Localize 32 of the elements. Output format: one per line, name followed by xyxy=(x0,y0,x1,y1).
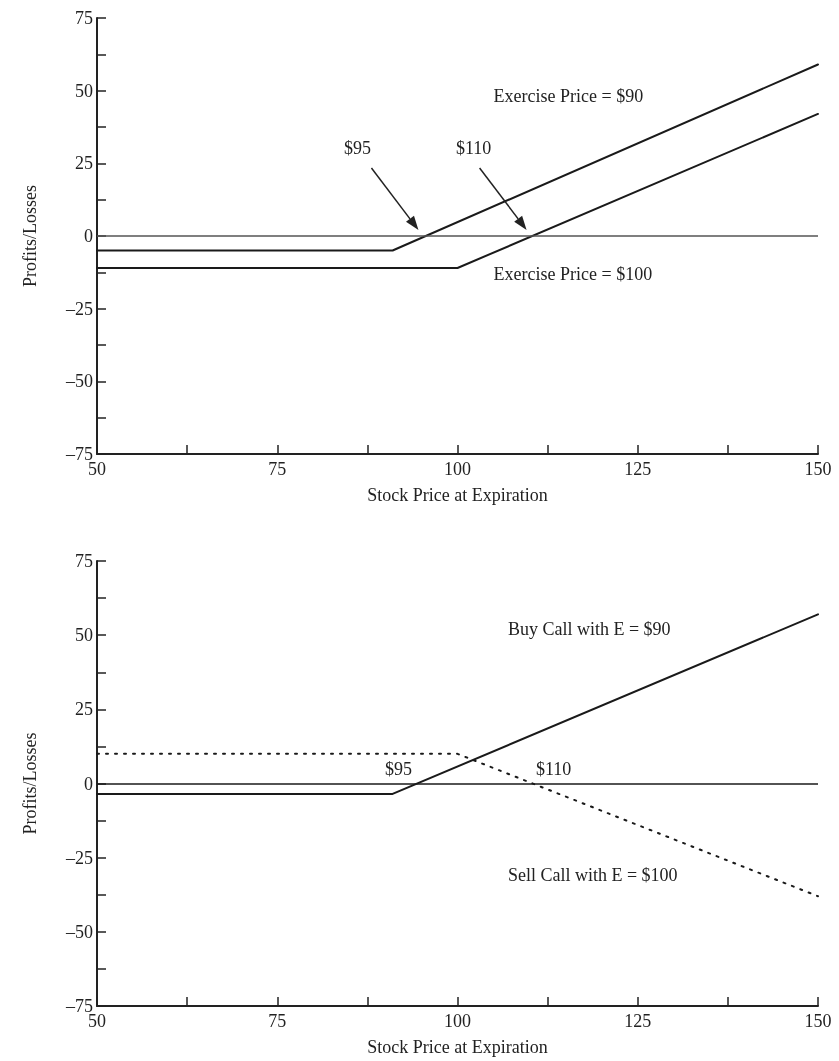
annotation: $95 xyxy=(384,758,412,779)
series-label: Exercise Price = $90 xyxy=(493,86,644,107)
x-axis-title: Stock Price at Expiration xyxy=(367,1037,548,1057)
series-label: Exercise Price = $100 xyxy=(493,263,653,284)
y-axis-title: Profits/Losses xyxy=(20,184,40,288)
x-tick-label: 75 xyxy=(268,459,287,479)
x-tick-label: 150 xyxy=(804,459,832,479)
x-tick-label: 125 xyxy=(624,1011,652,1031)
annotation: $110 xyxy=(535,758,572,779)
y-tick-label: 0 xyxy=(84,226,93,246)
annotation: $110 xyxy=(455,138,492,158)
y-tick-label: 75 xyxy=(75,551,93,571)
y-tick-label: –25 xyxy=(65,298,93,319)
y-tick-label: 50 xyxy=(75,80,93,101)
y-tick-label: 75 xyxy=(75,8,93,28)
x-tick-label: 100 xyxy=(444,1011,471,1031)
y-tick-label: –25 xyxy=(65,847,93,868)
x-tick-label: 150 xyxy=(804,1011,832,1031)
y-tick-label: 25 xyxy=(75,153,93,174)
y-tick-label: –50 xyxy=(65,371,93,392)
x-axis-title: Stock Price at Expiration xyxy=(367,485,548,505)
x-tick-label: 100 xyxy=(444,459,471,479)
series-label: Buy Call with E = $90 xyxy=(507,619,671,640)
y-tick-label: 50 xyxy=(75,625,93,646)
y-tick-label: 0 xyxy=(84,773,93,794)
x-tick-label: 75 xyxy=(268,1011,287,1031)
annotation: $95 xyxy=(343,138,371,158)
y-tick-label: –50 xyxy=(65,921,93,942)
y-tick-label: 25 xyxy=(75,699,93,720)
series-label: Sell Call with E = $100 xyxy=(507,865,678,886)
y-axis-title: Profits/Losses xyxy=(20,732,40,835)
x-tick-label: 125 xyxy=(624,459,652,479)
